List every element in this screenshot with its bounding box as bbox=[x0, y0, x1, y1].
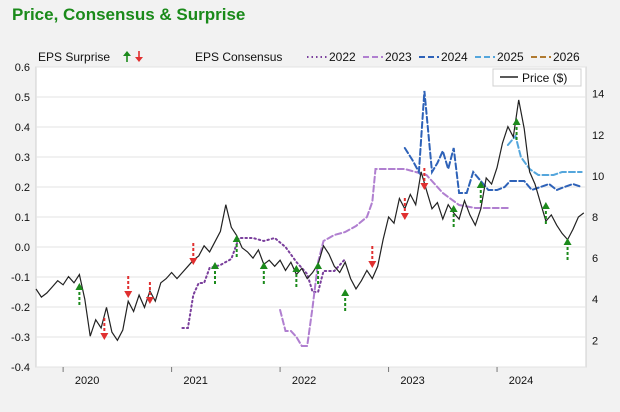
surprise-arrow-down bbox=[420, 168, 429, 190]
x-tick-label: 2023 bbox=[400, 375, 424, 387]
y-left-tick-label: 0.1 bbox=[15, 212, 30, 224]
y-axis-right: 14 12 10 8 6 4 2 bbox=[592, 89, 604, 348]
surprise-arrow-up bbox=[75, 283, 84, 305]
legend-eps-surprise: EPS Surprise bbox=[38, 50, 110, 64]
y-left-tick-label: 0.5 bbox=[15, 92, 30, 104]
y-left-tick-label: 0.6 bbox=[15, 62, 30, 74]
legend: EPS Surprise EPS Consensus 2022 2023 2024 2… bbox=[38, 50, 582, 87]
x-tick-label: 2022 bbox=[292, 375, 316, 387]
legend-year-2023: 2023 bbox=[385, 50, 412, 64]
surprise-arrow-up bbox=[314, 262, 323, 284]
consensus-line-2023 bbox=[279, 168, 509, 347]
arrow-head bbox=[563, 238, 572, 245]
legend-year-2022: 2022 bbox=[329, 50, 356, 64]
legend-years: 2022 2023 2024 2025 2026 bbox=[307, 50, 580, 64]
surprise-arrow-up bbox=[232, 235, 241, 257]
surprise-arrow-up bbox=[449, 205, 458, 227]
price-legend-box bbox=[492, 68, 582, 87]
surprise-arrow-down bbox=[145, 282, 154, 304]
arrow-head bbox=[420, 183, 429, 190]
x-tick-label: 2020 bbox=[75, 375, 99, 387]
y-left-tick-label: 0.0 bbox=[15, 242, 30, 254]
x-tick-label: 2021 bbox=[183, 375, 207, 387]
surprise-arrow-up bbox=[292, 265, 301, 287]
y-right-tick-label: 4 bbox=[592, 294, 598, 306]
surprise-arrow-up bbox=[512, 118, 521, 140]
consensus-line-2022 bbox=[181, 236, 347, 329]
price-series-line bbox=[35, 99, 585, 342]
arrow-head bbox=[541, 202, 550, 209]
legend-eps-consensus: EPS Consensus bbox=[195, 50, 282, 64]
y-right-tick-label: 10 bbox=[592, 171, 604, 183]
y-right-tick-label: 2 bbox=[592, 335, 598, 347]
y-left-tick-label: -0.1 bbox=[11, 272, 30, 284]
legend-up-arrow-head bbox=[123, 51, 131, 56]
legend-price: Price ($) bbox=[522, 71, 567, 85]
arrow-head bbox=[449, 205, 458, 212]
surprise-arrow-down bbox=[400, 198, 409, 220]
legend-year-2024: 2024 bbox=[441, 50, 468, 64]
arrow-head bbox=[476, 181, 485, 188]
y-right-tick-label: 12 bbox=[592, 130, 604, 142]
arrow-head bbox=[145, 297, 154, 304]
arrow-head bbox=[292, 265, 301, 272]
arrow-head bbox=[314, 262, 323, 269]
y-right-tick-label: 8 bbox=[592, 212, 598, 224]
surprise-arrow-up bbox=[259, 262, 268, 284]
y-axis-left: 0.6 0.5 0.4 0.3 0.2 0.1 0.0 -0.1 -0.2 -0.3 -0.4 bbox=[11, 62, 30, 374]
chart-title: Price, Consensus & Surprise bbox=[12, 5, 246, 24]
arrow-head bbox=[341, 289, 350, 296]
y-left-tick-label: 0.2 bbox=[15, 182, 30, 194]
arrow-head bbox=[75, 283, 84, 290]
price-line bbox=[35, 99, 585, 342]
surprise-arrow-up bbox=[541, 202, 550, 224]
y-left-tick-label: 0.3 bbox=[15, 152, 30, 164]
surprise-arrow-down bbox=[368, 246, 377, 268]
y-left-tick-label: -0.3 bbox=[11, 332, 30, 344]
x-tick-label: 2024 bbox=[509, 375, 533, 387]
legend-year-2025: 2025 bbox=[497, 50, 524, 64]
arrow-head bbox=[232, 235, 241, 242]
arrow-head bbox=[124, 291, 133, 298]
legend-surprise-arrows bbox=[123, 51, 143, 62]
legend-year-2026: 2026 bbox=[553, 50, 580, 64]
legend-down-arrow-head bbox=[135, 57, 143, 62]
arrow-head bbox=[368, 261, 377, 268]
surprise-arrow-down bbox=[189, 243, 198, 265]
consensus-line-2025 bbox=[506, 133, 583, 176]
arrow-head bbox=[512, 118, 521, 125]
surprise-arrow-up bbox=[476, 181, 485, 203]
surprise-arrow-down bbox=[124, 276, 133, 298]
surprise-arrow-down bbox=[100, 318, 109, 340]
surprise-arrow-up bbox=[341, 289, 350, 311]
arrow-head bbox=[259, 262, 268, 269]
x-axis: 2020 2021 2022 2023 2024 bbox=[62, 367, 533, 387]
y-left-tick-label: 0.4 bbox=[15, 122, 30, 134]
surprise-arrow-up bbox=[563, 238, 572, 260]
y-right-tick-label: 6 bbox=[592, 253, 598, 265]
y-right-tick-label: 14 bbox=[592, 89, 604, 101]
y-left-tick-label: -0.4 bbox=[11, 362, 30, 374]
y-left-tick-label: -0.2 bbox=[11, 302, 30, 314]
surprise-arrow-up bbox=[210, 262, 219, 284]
arrow-head bbox=[189, 258, 198, 265]
arrow-head bbox=[210, 262, 219, 269]
surprise-arrows bbox=[75, 118, 572, 340]
arrow-head bbox=[100, 333, 109, 340]
arrow-head bbox=[400, 213, 409, 220]
